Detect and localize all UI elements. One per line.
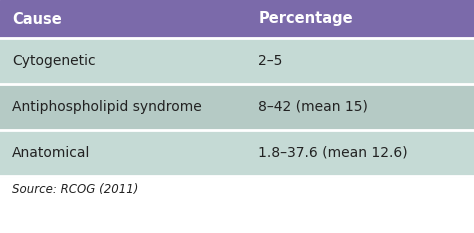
Text: Cytogenetic: Cytogenetic (12, 54, 95, 68)
Bar (0, 130, 474, 176)
Text: Source: RCOG (2011): Source: RCOG (2011) (12, 184, 138, 196)
Text: 2–5: 2–5 (258, 54, 283, 68)
Text: 1.8–37.6 (mean 12.6): 1.8–37.6 (mean 12.6) (258, 146, 408, 160)
Text: 8–42 (mean 15): 8–42 (mean 15) (258, 100, 368, 114)
Bar (0, 38, 474, 84)
Text: Cause: Cause (12, 11, 62, 27)
Text: Percentage: Percentage (258, 11, 353, 27)
Bar (0, 84, 474, 130)
Bar (0, 0, 474, 38)
Text: Anatomical: Anatomical (12, 146, 90, 160)
Text: Antiphospholipid syndrome: Antiphospholipid syndrome (12, 100, 201, 114)
